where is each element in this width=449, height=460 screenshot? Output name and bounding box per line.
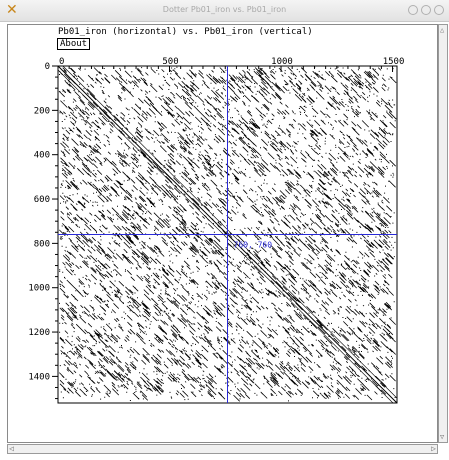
y-tick-label: 1000 — [28, 284, 50, 294]
scroll-down-icon[interactable]: ▽ — [440, 433, 445, 441]
y-tick-label: 1400 — [28, 372, 50, 382]
x-tick-label: 0 — [59, 57, 64, 67]
side-diagonal — [57, 69, 394, 404]
app-x-icon: ✕ — [6, 2, 18, 18]
minimize-icon[interactable] — [408, 5, 418, 15]
y-axis: 0 200 400 600 800 1000 1200 1400 — [28, 62, 58, 400]
about-button[interactable]: About — [57, 38, 91, 50]
scroll-right-icon[interactable]: ▷ — [431, 444, 436, 453]
y-tick-label: 1200 — [28, 328, 50, 338]
window-title: Dotter Pb01_iron vs. Pb01_iron — [162, 5, 287, 14]
plot-heading: Pb01_iron (horizontal) vs. Pb01_iron (ve… — [58, 27, 313, 37]
side-diagonal — [62, 65, 398, 399]
scroll-up-icon[interactable]: △ — [440, 26, 445, 34]
x-tick-label: 1000 — [271, 57, 293, 67]
close-icon[interactable] — [434, 5, 444, 15]
vertical-scrollbar[interactable]: △ ▽ — [438, 24, 448, 443]
x-tick-label: 1500 — [383, 57, 405, 67]
y-tick-label: 400 — [34, 151, 50, 161]
y-tick-label: 800 — [34, 239, 50, 249]
y-tick-label: 600 — [34, 195, 50, 205]
y-tick-label: 200 — [34, 106, 50, 116]
dot-segments — [58, 66, 397, 402]
window-titlebar: ✕ Dotter Pb01_iron vs. Pb01_iron — [0, 0, 449, 22]
x-axis: 0 500 1000 1500 — [57, 57, 405, 72]
y-tick-label: 0 — [45, 62, 50, 72]
maximize-icon[interactable] — [421, 5, 431, 15]
horizontal-scrollbar[interactable]: ◁ ▷ — [7, 444, 438, 454]
dot-points — [59, 66, 396, 402]
scroll-left-icon[interactable]: ◁ — [9, 444, 14, 453]
x-tick-label: 500 — [162, 57, 178, 67]
crosshair-label: 760, 760 — [234, 241, 273, 250]
dot-field — [57, 65, 398, 404]
